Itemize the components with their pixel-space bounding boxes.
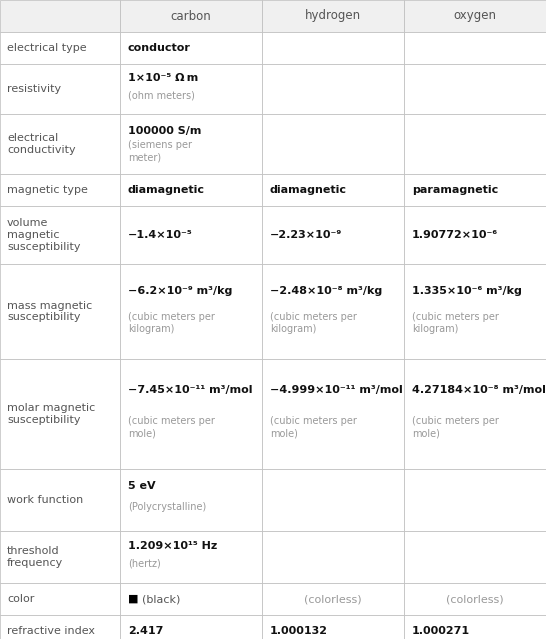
Bar [404, 0, 546, 32]
Text: (colorless): (colorless) [304, 594, 362, 604]
Bar [404, 64, 546, 114]
Bar [120, 64, 262, 114]
Bar [0, 174, 120, 206]
Bar [262, 359, 404, 469]
Bar [404, 359, 546, 469]
Bar [404, 206, 546, 264]
Text: 1.90772×10⁻⁶: 1.90772×10⁻⁶ [412, 230, 498, 240]
Text: mass magnetic
susceptibility: mass magnetic susceptibility [7, 301, 92, 322]
Text: (cubic meters per
kilogram): (cubic meters per kilogram) [128, 312, 215, 334]
Text: −1.4×10⁻⁵: −1.4×10⁻⁵ [128, 230, 193, 240]
Bar [120, 206, 262, 264]
Bar [262, 583, 404, 615]
Text: resistivity: resistivity [7, 84, 61, 94]
Text: molar magnetic
susceptibility: molar magnetic susceptibility [7, 403, 95, 425]
Text: −4.999×10⁻¹¹ m³/mol: −4.999×10⁻¹¹ m³/mol [270, 385, 403, 395]
Text: −7.45×10⁻¹¹ m³/mol: −7.45×10⁻¹¹ m³/mol [128, 385, 252, 395]
Text: volume
magnetic
susceptibility: volume magnetic susceptibility [7, 219, 80, 252]
Text: (colorless): (colorless) [446, 594, 504, 604]
Text: (cubic meters per
mole): (cubic meters per mole) [412, 417, 499, 438]
Bar [120, 0, 262, 32]
Bar [262, 32, 404, 64]
Text: electrical
conductivity: electrical conductivity [7, 133, 76, 155]
Bar [404, 583, 546, 615]
Bar [262, 531, 404, 583]
Bar [262, 0, 404, 32]
Text: (cubic meters per
kilogram): (cubic meters per kilogram) [270, 312, 357, 334]
Text: (cubic meters per
mole): (cubic meters per mole) [128, 417, 215, 438]
Text: 2.417: 2.417 [128, 626, 163, 636]
Bar [120, 32, 262, 64]
Text: color: color [7, 594, 34, 604]
Text: 4.27184×10⁻⁸ m³/mol: 4.27184×10⁻⁸ m³/mol [412, 385, 546, 395]
Text: (ohm meters): (ohm meters) [128, 90, 195, 100]
Text: 1.000271: 1.000271 [412, 626, 470, 636]
Text: diamagnetic: diamagnetic [128, 185, 205, 195]
Bar [120, 615, 262, 639]
Text: paramagnetic: paramagnetic [412, 185, 498, 195]
Bar [404, 174, 546, 206]
Bar [0, 531, 120, 583]
Bar [0, 206, 120, 264]
Bar [404, 264, 546, 359]
Bar [0, 32, 120, 64]
Text: threshold
frequency: threshold frequency [7, 546, 63, 568]
Text: (siemens per
meter): (siemens per meter) [128, 141, 192, 162]
Text: (Polycrystalline): (Polycrystalline) [128, 502, 206, 512]
Bar [0, 0, 120, 32]
Text: 1.209×10¹⁵ Hz: 1.209×10¹⁵ Hz [128, 541, 217, 551]
Bar [0, 615, 120, 639]
Text: −2.48×10⁻⁸ m³/kg: −2.48×10⁻⁸ m³/kg [270, 286, 382, 296]
Bar [262, 264, 404, 359]
Text: (cubic meters per
kilogram): (cubic meters per kilogram) [412, 312, 499, 334]
Text: (cubic meters per
mole): (cubic meters per mole) [270, 417, 357, 438]
Text: −2.23×10⁻⁹: −2.23×10⁻⁹ [270, 230, 342, 240]
Bar [262, 114, 404, 174]
Text: 1×10⁻⁵ Ω m: 1×10⁻⁵ Ω m [128, 73, 198, 83]
Bar [404, 114, 546, 174]
Text: refractive index: refractive index [7, 626, 95, 636]
Bar [0, 114, 120, 174]
Text: −6.2×10⁻⁹ m³/kg: −6.2×10⁻⁹ m³/kg [128, 286, 233, 296]
Text: 100000 S/m: 100000 S/m [128, 126, 201, 136]
Text: ■: ■ [128, 594, 139, 604]
Bar [404, 469, 546, 531]
Text: (black): (black) [142, 594, 180, 604]
Bar [120, 359, 262, 469]
Text: oxygen: oxygen [454, 10, 496, 22]
Bar [262, 64, 404, 114]
Text: magnetic type: magnetic type [7, 185, 88, 195]
Bar [0, 359, 120, 469]
Text: 5 eV: 5 eV [128, 481, 156, 491]
Bar [262, 206, 404, 264]
Bar [0, 583, 120, 615]
Bar [0, 469, 120, 531]
Text: (hertz): (hertz) [128, 558, 161, 568]
Text: 1.335×10⁻⁶ m³/kg: 1.335×10⁻⁶ m³/kg [412, 286, 522, 296]
Text: electrical type: electrical type [7, 43, 87, 53]
Text: work function: work function [7, 495, 83, 505]
Bar [0, 264, 120, 359]
Bar [120, 114, 262, 174]
Bar [404, 32, 546, 64]
Bar [262, 174, 404, 206]
Text: carbon: carbon [170, 10, 211, 22]
Bar [120, 583, 262, 615]
Bar [262, 469, 404, 531]
Text: hydrogen: hydrogen [305, 10, 361, 22]
Bar [404, 615, 546, 639]
Bar [120, 264, 262, 359]
Bar [120, 174, 262, 206]
Bar [262, 615, 404, 639]
Bar [120, 469, 262, 531]
Bar [404, 531, 546, 583]
Bar [0, 64, 120, 114]
Bar [120, 531, 262, 583]
Text: diamagnetic: diamagnetic [270, 185, 347, 195]
Text: conductor: conductor [128, 43, 191, 53]
Text: 1.000132: 1.000132 [270, 626, 328, 636]
